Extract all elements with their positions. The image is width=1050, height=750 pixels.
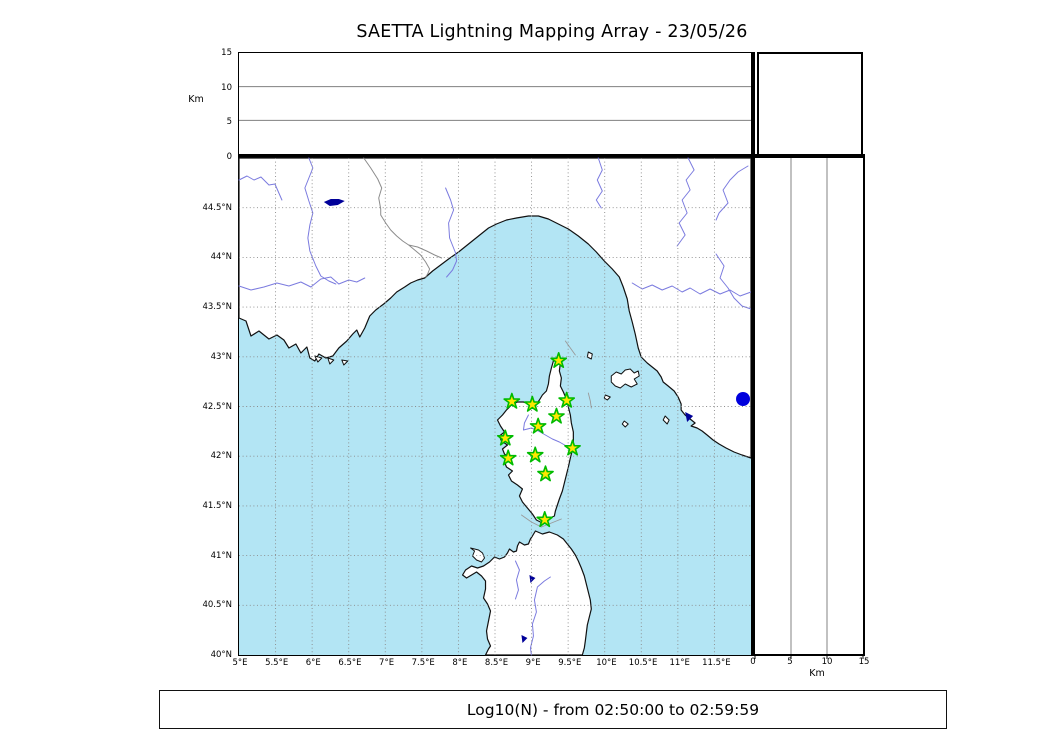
giglio-island bbox=[662, 415, 670, 425]
station-star-icon bbox=[503, 392, 521, 409]
station-star-icon bbox=[499, 449, 517, 466]
lon-tick-label: 9.5°E bbox=[558, 658, 582, 668]
lat-tick-label: 41.5°N bbox=[202, 500, 232, 511]
strait-lines bbox=[520, 340, 592, 528]
lon-tick-label: 8.5°E bbox=[484, 658, 509, 668]
km-tick-label-top-panel: 15 bbox=[221, 48, 232, 58]
sardinia-lakes bbox=[521, 575, 536, 643]
altitude-axis-label-bottom: Km bbox=[809, 668, 825, 679]
caption-text: Log10(N) - from 02:50:00 to 02:59:59 bbox=[466, 700, 760, 719]
rivers-italy bbox=[595, 157, 752, 310]
km-tick-label-right-panel: 15 bbox=[858, 657, 870, 667]
station-star-icon bbox=[526, 446, 544, 463]
figure-title: SAETTA Lightning Mapping Array - 23/05/2… bbox=[356, 22, 748, 42]
corner-panel bbox=[757, 52, 863, 158]
lat-tick-label: 40°N bbox=[210, 650, 232, 660]
station-star-icon bbox=[548, 407, 565, 424]
border-france-italy bbox=[363, 157, 443, 278]
altitude-latitude-canvas bbox=[754, 158, 864, 659]
lat-tick-label: 43.5°N bbox=[202, 302, 232, 313]
elba-island bbox=[610, 368, 640, 389]
asinara-island bbox=[470, 547, 486, 563]
rivers-sardinia bbox=[514, 560, 551, 656]
lat-tick-label: 42°N bbox=[210, 451, 232, 462]
km-tick-label-top-panel: 0 bbox=[226, 152, 232, 162]
pianosa-island bbox=[603, 394, 611, 401]
altitude-axis-label-left: Km bbox=[188, 94, 204, 105]
lon-tick-label: 11°E bbox=[669, 658, 690, 668]
lon-tick-label: 10.5°E bbox=[628, 658, 658, 668]
lake-bolsena bbox=[736, 392, 751, 406]
map-canvas bbox=[238, 157, 752, 656]
station-star-icon bbox=[558, 391, 576, 408]
rivers-france bbox=[238, 157, 458, 291]
altitude-longitude-canvas bbox=[239, 86, 751, 121]
lon-tick-label: 10°E bbox=[596, 658, 617, 668]
km-tick-label-top-panel: 10 bbox=[221, 82, 232, 93]
lon-tick-label: 7°E bbox=[379, 658, 395, 668]
station-star-icon bbox=[564, 439, 581, 456]
lon-tick-label: 8°E bbox=[452, 658, 468, 668]
lat-tick-label: 44°N bbox=[210, 252, 232, 263]
lon-tick-label: 5.5°E bbox=[265, 658, 289, 668]
station-star-icon bbox=[550, 352, 568, 368]
lat-tick-label: 43°N bbox=[210, 351, 232, 362]
km-tick-label-top-panel: 5 bbox=[226, 117, 232, 128]
lat-tick-label: 40.5°N bbox=[202, 600, 232, 611]
lat-tick-label: 44.5°N bbox=[202, 202, 232, 213]
lat-tick-label: 42.5°N bbox=[202, 401, 232, 412]
station-star-icon bbox=[496, 429, 514, 446]
map-panel bbox=[238, 154, 755, 656]
lon-tick-label: 7.5°E bbox=[411, 658, 435, 668]
lon-tick-label: 6°E bbox=[305, 658, 321, 668]
station-star-icon bbox=[537, 465, 554, 482]
km-tick-label-right-panel: 5 bbox=[787, 657, 793, 667]
station-star-icon bbox=[536, 511, 554, 528]
lon-tick-label: 5°E bbox=[232, 658, 248, 668]
altitude-latitude-panel bbox=[751, 154, 865, 659]
capraia-island bbox=[586, 351, 593, 360]
lon-tick-label: 11.5°E bbox=[702, 658, 731, 668]
station-star-icon bbox=[523, 395, 541, 412]
altitude-longitude-panel bbox=[238, 52, 755, 158]
caption-box: Log10(N) - from 02:50:00 to 02:59:59 bbox=[159, 690, 947, 729]
lake-sainte-croix bbox=[323, 199, 345, 206]
km-tick-label-right-panel: 10 bbox=[821, 657, 833, 667]
lat-tick-label: 41°N bbox=[210, 550, 232, 561]
station-star-icon bbox=[529, 417, 547, 434]
lon-tick-label: 9°E bbox=[525, 658, 541, 668]
lon-tick-label: 6.5°E bbox=[338, 658, 362, 668]
km-tick-label-right-panel: 0 bbox=[750, 657, 756, 667]
montecristo-island bbox=[621, 420, 629, 428]
orbetello-lagoon bbox=[685, 412, 694, 422]
